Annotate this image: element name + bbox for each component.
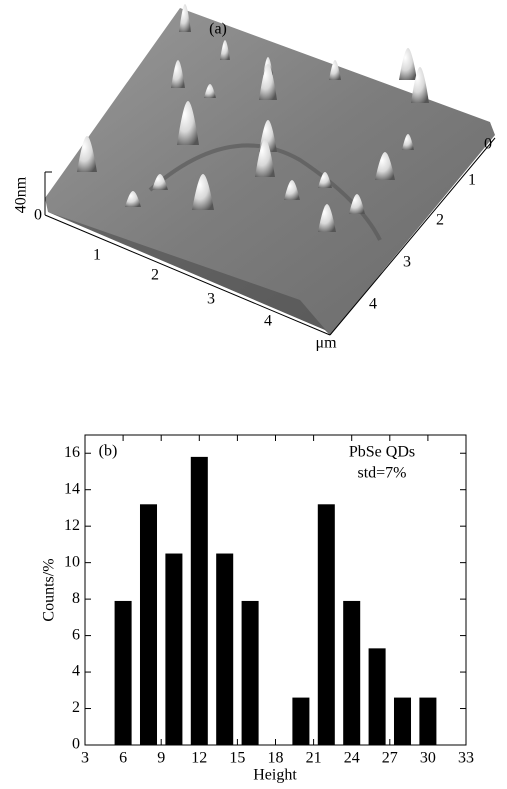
afm-bump — [220, 40, 230, 60]
afm-bumps — [77, 4, 429, 232]
unit-label: μm — [315, 335, 337, 352]
x-axis-label: Height — [253, 767, 297, 784]
x-tick-label: 33 — [458, 750, 474, 767]
z-scale-label: 40nm — [13, 176, 30, 213]
y-tick-label: 4 — [369, 296, 377, 313]
panel-label: (a) — [209, 21, 227, 38]
y-tick-label: 3 — [403, 254, 411, 271]
bar — [292, 697, 310, 745]
y-tick-label: 2 — [436, 212, 444, 229]
afm-bump — [284, 180, 300, 200]
afm-image: (a) 40nm 0 1 2 3 4 0 1 2 3 4 μm — [13, 4, 496, 352]
annotation: std=7% — [357, 465, 406, 482]
bar — [343, 600, 361, 745]
x-tick-label: 18 — [268, 750, 284, 767]
annotation: PbSe QDs — [349, 444, 415, 461]
afm-bump — [411, 67, 429, 103]
histogram: (b) PbSe QDs std=7% Height Counts/% 0246… — [41, 434, 474, 784]
x-tick-label: 9 — [157, 750, 165, 767]
afm-bump — [402, 134, 414, 150]
afm-bump — [171, 60, 185, 88]
afm-bump — [349, 194, 365, 214]
y-tick-label: 16 — [64, 444, 80, 461]
x-tick-label: 12 — [191, 750, 207, 767]
z-zero-label: 0 — [34, 207, 42, 224]
bar — [241, 600, 259, 745]
bar — [165, 553, 183, 745]
x-tick-label: 3 — [207, 291, 215, 308]
x-axis — [44, 214, 331, 336]
afm-bump — [192, 174, 214, 210]
x-tick-label: 15 — [229, 750, 245, 767]
afm-bump — [77, 136, 97, 172]
afm-bump — [152, 174, 168, 190]
x-tick-label: 21 — [306, 750, 322, 767]
x-tick-label: 1 — [93, 247, 101, 264]
y-tick-label: 1 — [468, 172, 476, 189]
y-tick-label: 8 — [72, 590, 80, 607]
y-tick-label: 10 — [64, 553, 80, 570]
afm-bump — [204, 84, 216, 98]
x-tick-label: 30 — [420, 750, 436, 767]
x-tick-label: 24 — [344, 750, 360, 767]
bar — [216, 553, 234, 745]
y-tick-label: 0 — [484, 136, 492, 153]
afm-bump — [259, 64, 277, 100]
afm-bump — [125, 191, 141, 207]
y-tick-label: 0 — [72, 736, 80, 753]
y-tick-label: 14 — [64, 480, 80, 497]
afm-bump — [255, 139, 275, 177]
afm-bump — [177, 101, 199, 145]
x-tick-label: 27 — [382, 750, 398, 767]
bar — [393, 697, 412, 745]
afm-bump — [329, 60, 341, 80]
bar — [368, 648, 386, 745]
bar — [419, 697, 437, 745]
bar — [139, 504, 158, 745]
y-tick-label: 12 — [64, 517, 80, 534]
x-tick-label: 3 — [81, 750, 89, 767]
afm-bump — [318, 172, 332, 188]
x-tick-label: 6 — [119, 750, 127, 767]
y-axis — [329, 137, 496, 336]
y-tick-label: 4 — [72, 663, 80, 680]
panel-label: (b) — [99, 443, 118, 460]
y-tick-label: 6 — [72, 626, 80, 643]
y-axis-label: Counts/% — [41, 558, 58, 621]
bar — [190, 456, 208, 745]
bar — [317, 504, 335, 745]
afm-bump — [318, 204, 336, 232]
afm-bump — [399, 48, 417, 80]
bar — [114, 600, 132, 745]
afm-bump — [375, 152, 395, 180]
y-tick-label: 2 — [72, 699, 80, 716]
afm-bump — [179, 4, 191, 32]
x-tick-label: 2 — [151, 267, 159, 284]
x-tick-label: 4 — [264, 313, 272, 330]
